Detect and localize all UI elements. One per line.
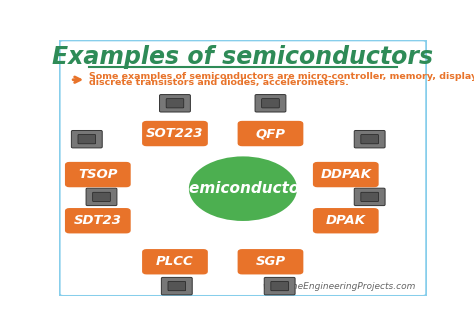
FancyBboxPatch shape [262,99,279,108]
Text: QFP: QFP [255,127,285,140]
Text: PLCC: PLCC [156,255,194,268]
Text: SGP: SGP [255,255,285,268]
FancyBboxPatch shape [65,162,131,187]
Ellipse shape [188,155,298,222]
Text: SOT223: SOT223 [146,127,204,140]
Text: Some examples of semiconductors are micro-controller, memory, display drivers, a: Some examples of semiconductors are micr… [89,72,474,81]
FancyBboxPatch shape [72,131,102,148]
FancyBboxPatch shape [168,281,186,291]
FancyBboxPatch shape [160,95,191,112]
Text: Semiconductor: Semiconductor [179,181,307,196]
FancyBboxPatch shape [65,208,131,233]
Text: TSOP: TSOP [78,168,118,181]
FancyBboxPatch shape [93,192,110,201]
FancyBboxPatch shape [354,131,385,148]
FancyBboxPatch shape [354,188,385,205]
FancyBboxPatch shape [237,249,303,274]
Text: discrete transistors and diodes, accelerometers.: discrete transistors and diodes, acceler… [89,78,348,87]
FancyBboxPatch shape [271,281,289,291]
FancyBboxPatch shape [264,277,295,295]
FancyBboxPatch shape [313,208,379,233]
FancyBboxPatch shape [361,135,378,144]
Text: SDT23: SDT23 [74,214,122,227]
Text: Examples of semiconductors: Examples of semiconductors [52,45,434,69]
Text: www.TheEngineeringProjects.com: www.TheEngineeringProjects.com [262,282,416,291]
FancyBboxPatch shape [161,277,192,295]
FancyBboxPatch shape [237,121,303,146]
FancyBboxPatch shape [86,188,117,205]
FancyBboxPatch shape [361,192,378,201]
Text: DPAK: DPAK [326,214,366,227]
FancyBboxPatch shape [142,121,208,146]
FancyBboxPatch shape [255,95,286,112]
FancyBboxPatch shape [59,40,427,296]
Text: DDPAK: DDPAK [320,168,371,181]
FancyBboxPatch shape [166,99,184,108]
FancyBboxPatch shape [313,162,379,187]
FancyBboxPatch shape [78,135,96,144]
FancyBboxPatch shape [142,249,208,274]
